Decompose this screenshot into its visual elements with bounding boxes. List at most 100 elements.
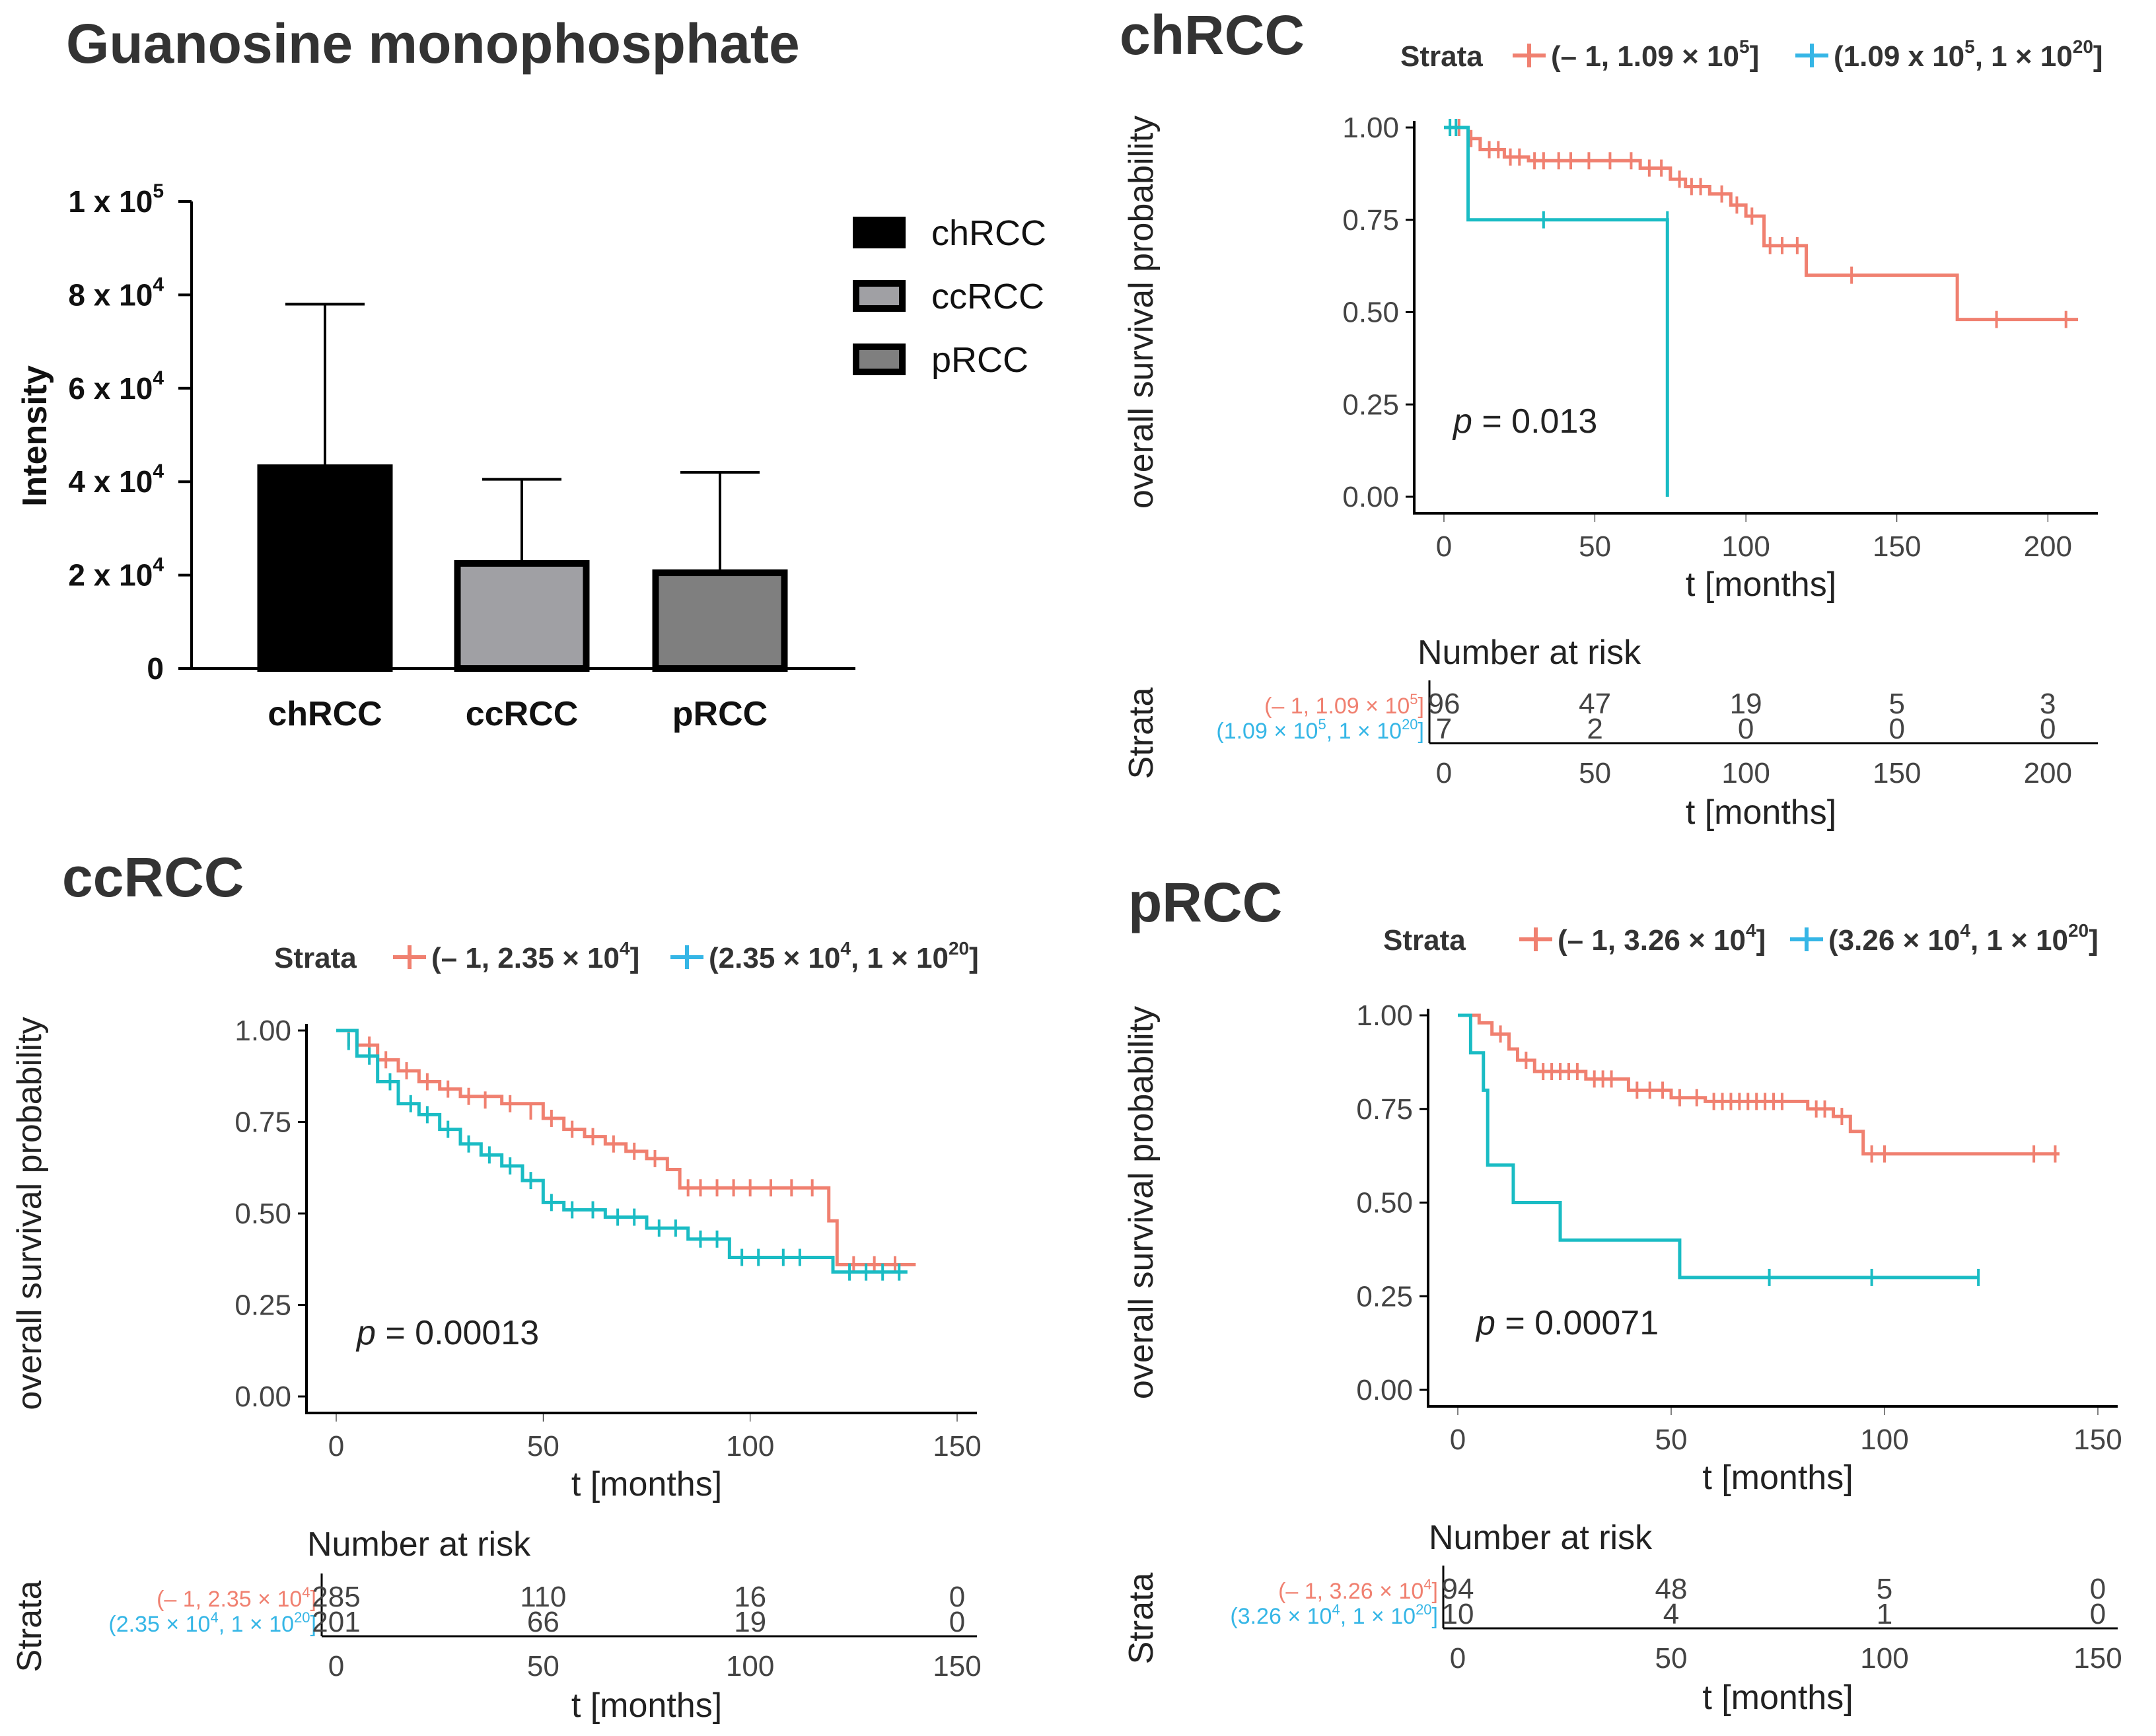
km-p-value: p = 0.013 [1452,402,1597,441]
risk-x-tick-label-4: 200 [2024,757,2072,789]
km-legend-title: Strata [1383,924,1466,957]
km-x-tick-label-4: 200 [2024,530,2072,563]
bar-x-label-ccRCC: ccRCC [466,695,579,733]
km-x-axis-label: t [months] [1702,1459,1853,1497]
bar-x-label-chRCC: chRCC [268,695,382,733]
bar-chart-panel: Guanosine monophosphate Intensity 0 2 x 1… [16,13,1046,733]
km-title: chRCC [1120,4,1305,66]
km-y-tick-label-4: 1.00 [1356,999,1413,1032]
km-title: ccRCC [62,846,244,908]
km-legend-title: Strata [1400,40,1483,73]
km-y-tick-label-0: 0.00 [1342,481,1399,513]
risk-table-row-label-0: (– 1, 3.26 × 104] [1278,1576,1438,1604]
risk-count-1-1: 2 [1587,713,1602,745]
km-y-tick-label-2: 0.50 [1356,1187,1413,1219]
risk-x-tick-label-1: 50 [1655,1642,1688,1675]
risk-x-tick-label-3: 150 [1873,757,1921,789]
risk-count-1-3: 0 [1888,713,1904,745]
risk-count-0-0: 285 [312,1581,360,1613]
bar-chart-title: Guanosine monophosphate [66,13,800,75]
km-x-axis-label: t [months] [1686,565,1836,604]
risk-x-axis-label: t [months] [1702,1679,1853,1717]
risk-x-tick-label-0: 0 [1436,757,1452,789]
km-x-tick-label-0: 0 [328,1430,344,1463]
legend-swatch-chRCC [853,217,906,248]
risk-count-1-0: 10 [1442,1598,1474,1630]
km-p-value: p = 0.00071 [1475,1304,1659,1342]
bar-y-tick-label-1: 2 x 104 [68,554,164,593]
risk-count-1-2: 0 [1738,713,1754,745]
risk-count-0-1: 48 [1655,1573,1688,1605]
risk-table-row-label-1: (2.35 × 104, 1 × 1020] [108,1609,316,1637]
km-y-tick-label-2: 0.50 [234,1198,291,1230]
km-legend-title: Strata [274,942,357,974]
km-x-tick-label-0: 0 [1450,1424,1466,1456]
km-curve-low [336,1029,916,1267]
bar-chRCC [257,464,393,672]
risk-x-tick-label-0: 0 [328,1650,344,1682]
risk-x-tick-label-1: 50 [527,1650,559,1682]
legend-label-0: (– 1, 3.26 × 104] [1558,920,1766,957]
risk-table-title: Number at risk [1429,1519,1653,1557]
legend-label-0: (– 1, 1.09 × 105] [1551,36,1759,73]
bar-x-label-pRCC: pRCC [672,695,768,733]
km-x-tick-label-3: 150 [933,1430,981,1463]
km-curve-low [1458,1013,2060,1156]
km-curve-high [1444,126,1669,497]
risk-count-0-2: 5 [1877,1573,1892,1605]
bar-y-tick-label-0: 0 [147,651,164,686]
km-y-tick-label-2: 0.50 [1342,297,1399,329]
bar-y-tick-label-2: 4 x 104 [68,460,164,499]
km-y-tick-label-3: 0.75 [234,1106,291,1139]
km-curve-low [1444,126,2078,322]
bar-y-tick-label-3: 6 x 104 [68,367,164,406]
risk-count-0-0: 96 [1428,688,1460,720]
risk-count-0-1: 47 [1579,688,1611,720]
km-x-tick-label-3: 150 [2073,1424,2122,1456]
km-x-tick-label-1: 50 [1655,1424,1688,1456]
km-y-tick-label-0: 0.00 [234,1381,291,1413]
legend-label-pRCC: pRCC [931,340,1028,380]
legend-label-chRCC: chRCC [931,213,1046,253]
risk-x-tick-label-0: 0 [1450,1642,1466,1675]
risk-count-0-3: 5 [1888,688,1904,720]
risk-count-0-4: 3 [2040,688,2056,720]
legend-label-1: (2.35 × 104, 1 × 1020] [709,938,979,974]
risk-table-row-label-0: (– 1, 2.35 × 104] [157,1584,316,1612]
legend-label-1: (3.26 × 104, 1 × 1020] [1828,920,2099,957]
risk-x-tick-label-3: 150 [933,1650,981,1682]
risk-table-title: Number at risk [1418,633,1641,672]
risk-table-row-label-1: (3.26 × 104, 1 × 1020] [1230,1601,1438,1629]
km-x-tick-label-0: 0 [1436,530,1452,563]
risk-x-tick-label-3: 150 [2073,1642,2122,1675]
risk-x-tick-label-2: 100 [1860,1642,1908,1675]
legend-label-ccRCC: ccRCC [931,277,1044,316]
risk-table-row-label-0: (– 1, 1.09 × 105] [1264,691,1424,719]
km-axes [1413,121,2098,515]
risk-count-0-3: 0 [2090,1573,2106,1605]
risk-x-axis-label: t [months] [1686,793,1836,832]
km-p-value: p = 0.00013 [355,1314,539,1352]
km-x-tick-label-1: 50 [1579,530,1611,563]
bar-axes [190,201,855,670]
km-x-tick-label-2: 100 [726,1430,774,1463]
km-y-axis-label: overall survival probability [11,1017,49,1410]
km-y-axis-label: overall survival probability [1122,116,1161,509]
risk-count-1-1: 66 [527,1606,559,1638]
risk-x-tick-label-1: 50 [1579,757,1611,789]
risk-x-axis-label: t [months] [571,1686,722,1725]
risk-table-strata-label: Strata [1122,1573,1161,1665]
km-y-tick-label-3: 0.75 [1356,1093,1413,1126]
legend-swatch-ccRCC [853,280,906,312]
km-y-tick-label-3: 0.75 [1342,204,1399,236]
km-x-tick-label-2: 100 [1721,530,1770,563]
risk-count-1-0: 7 [1436,713,1452,745]
bar-y-tick-labels: 0 2 x 104 4 x 104 6 x 104 8 x 104 1 x 105 [68,180,192,686]
risk-count-1-1: 4 [1663,1598,1679,1630]
km-x-tick-label-2: 100 [1860,1424,1908,1456]
risk-count-1-0: 201 [312,1606,360,1638]
km-axes [305,1024,977,1414]
km-x-axis-label: t [months] [571,1465,722,1503]
